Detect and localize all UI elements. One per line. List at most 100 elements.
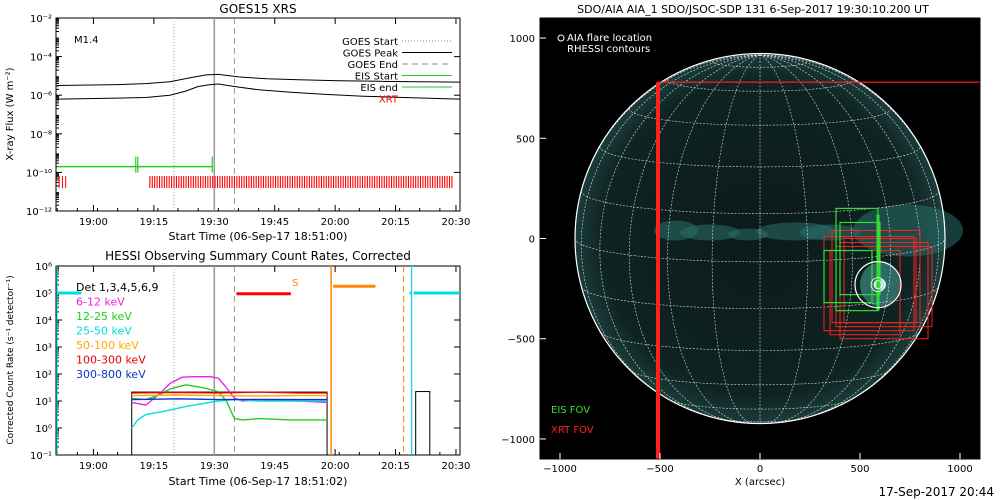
aia-title: SDO/AIA AIA_1 SDO/JSOC-SDP 131 6-Sep-201…	[577, 3, 929, 16]
flare-location-circle	[854, 261, 902, 309]
hessi-legend-label: 300-800 keV	[76, 368, 146, 381]
goes-title: GOES15 XRS	[219, 2, 296, 16]
rhessi-contour	[873, 280, 883, 290]
latitude-line	[581, 190, 939, 214]
aia-x-tick-label: 0	[757, 464, 763, 475]
coronal-loop-region	[680, 224, 740, 241]
longitude-line	[759, 54, 892, 422]
latitude-line	[667, 79, 853, 92]
goes-legend-label: EIS Start	[355, 72, 398, 83]
aia-x-tick-label: −500	[646, 464, 673, 475]
aia-legend-circle	[557, 34, 565, 42]
flare-location-marker	[854, 261, 902, 309]
latitude-line	[581, 287, 939, 309]
longitude-line	[759, 54, 921, 420]
goes-legend-label: GOES Start	[342, 37, 398, 48]
goes-x-tick-label: 20:00	[321, 217, 350, 228]
latitude-line	[600, 332, 920, 351]
aia-legend-label: AIA flare location	[567, 33, 652, 44]
instrument-fovs	[656, 81, 980, 459]
goes-y-tick-label: 10⁻⁴	[30, 53, 52, 64]
goes-short-curve	[57, 83, 460, 100]
goes-y-tick-label: 10⁻⁸	[30, 130, 52, 141]
hessi-x-tick-label: 19:45	[260, 461, 289, 472]
hessi-curve-25-50-keV	[131, 398, 328, 429]
goes-x-tick-label: 19:30	[200, 217, 229, 228]
hessi-data-windows	[56, 266, 431, 455]
hessi-legend-label: 6-12 keV	[76, 296, 125, 309]
aia-panel: SDO/AIA AIA_1 SDO/JSOC-SDP 131 6-Sep-201…	[501, 3, 981, 488]
goes-x-tick-label: 19:00	[79, 217, 108, 228]
goes-x-tick-label: 20:15	[381, 217, 410, 228]
goes-x-axis-label: Start Time (06-Sep-17 18:51:00)	[169, 230, 348, 243]
longitude-line	[628, 54, 761, 422]
goes-x-tick-label: 19:45	[260, 217, 289, 228]
goes-eis-line	[57, 156, 213, 173]
hessi-y-tick-label: 10⁻¹	[30, 451, 52, 462]
aia-y-tick-label: 0	[529, 235, 535, 246]
eis-fov-box	[823, 249, 873, 304]
hessi-y-tick-label: 10²	[35, 370, 52, 381]
longitude-line	[599, 54, 761, 420]
aia-x-tick-label: 500	[850, 464, 869, 475]
heliographic-grid	[574, 52, 946, 425]
goes-legend-label: GOES Peak	[343, 49, 398, 60]
goes-legend-label: XRT	[379, 95, 399, 106]
hessi-state-bars	[57, 284, 460, 296]
footer-timestamp: 17-Sep-2017 20:44	[879, 485, 994, 499]
aia-y-axis: 1000 500 0 −500 −1000	[501, 34, 546, 446]
hessi-y-tick-label: 10¹	[35, 397, 52, 408]
goes-legend-label: GOES End	[348, 60, 398, 71]
hessi-y-tick-label: 10⁶	[35, 262, 52, 273]
hessi-legend-label: 25-50 keV	[76, 325, 132, 338]
aia-y-tick-label: 1000	[510, 34, 535, 45]
hessi-curve-50-100-keV	[131, 394, 328, 397]
saa-label: S	[292, 278, 298, 289]
hessi-y-tick-label: 10⁰	[35, 424, 52, 435]
aia-legend-label: RHESSI contours	[567, 44, 650, 55]
hessi-legend-label: 100-300 keV	[76, 354, 146, 367]
aia-y-tick-label: −1000	[501, 435, 535, 446]
goes-legend-label: EIS end	[360, 83, 398, 94]
hessi-x-tick-label: 20:15	[381, 461, 410, 472]
hessi-legend-label: 12-25 keV	[76, 310, 132, 323]
goes-y-tick-label: 10⁻¹⁰	[26, 168, 52, 179]
hessi-y-tick-label: 10³	[35, 343, 52, 354]
latitude-line	[670, 400, 850, 410]
aia-y-tick-label: −500	[508, 335, 535, 346]
goes-y-axis-label: X-ray Flux (W m⁻²)	[5, 67, 16, 160]
hessi-x-tick-label: 20:30	[442, 461, 471, 472]
goes-flux-curves	[57, 73, 460, 100]
aia-x-axis: −1000 −500 0 500 1000	[543, 453, 973, 475]
flare-class-label: M1.4	[74, 35, 99, 46]
hessi-y-tick-label: 10⁴	[35, 316, 52, 327]
hessi-legend-label: Det 1,3,4,5,6,9	[76, 281, 159, 294]
longitude-line	[759, 54, 853, 424]
longitude-line	[759, 54, 946, 239]
longitude-line	[667, 54, 761, 424]
aia-y-tick-label: 500	[516, 134, 535, 145]
longitude-line	[574, 54, 761, 239]
hessi-panel: HESSI Observing Summary Count Rates, Cor…	[6, 249, 470, 488]
hessi-curve-300-800-keV	[131, 398, 328, 401]
goes-y-axis: 10⁻¹² 10⁻¹⁰ 10⁻⁸ 10⁻⁶ 10⁻⁴ 10⁻²	[26, 14, 460, 218]
aia-x-axis-label: X (arcsec)	[735, 477, 785, 488]
goes-plot-frame	[55, 17, 461, 212]
hessi-count-curves	[131, 376, 328, 429]
hessi-y-axis-label: Corrected Count Rate (s⁻¹ detector⁻¹)	[6, 275, 16, 444]
coronal-loop-region	[728, 228, 768, 241]
hessi-x-axis-label: Start Time (06-Sep-17 18:51:02)	[169, 475, 348, 488]
eis-fov-box	[839, 221, 881, 296]
aia-x-tick-label: 1000	[947, 464, 972, 475]
goes-x-tick-label: 20:30	[442, 217, 471, 228]
eis-fov-label: EIS FOV	[551, 405, 590, 416]
hessi-data-window-2	[415, 391, 431, 455]
hessi-title: HESSI Observing Summary Count Rates, Cor…	[105, 249, 411, 263]
goes-panel: GOES15 XRS 10⁻¹² 10⁻¹⁰ 10⁻⁸ 10⁻⁶ 10⁻⁴ 10⁻² 19…	[5, 2, 470, 243]
xrt-fov-label: XRT FOV	[551, 425, 594, 436]
hessi-legend-label: 50-100 keV	[76, 339, 139, 352]
hessi-time-markers	[173, 266, 235, 455]
